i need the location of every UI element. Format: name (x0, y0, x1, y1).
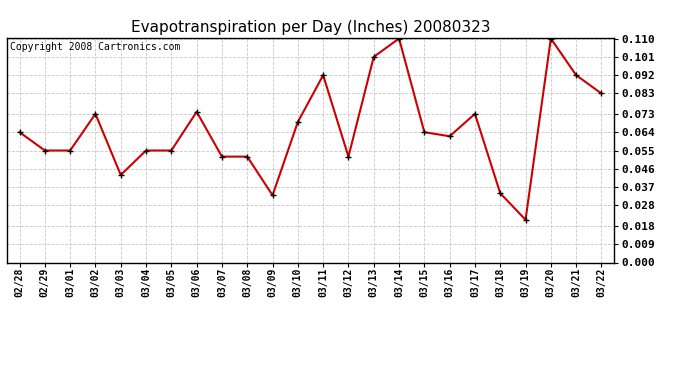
Text: Copyright 2008 Cartronics.com: Copyright 2008 Cartronics.com (10, 42, 180, 52)
Title: Evapotranspiration per Day (Inches) 20080323: Evapotranspiration per Day (Inches) 2008… (130, 20, 491, 35)
